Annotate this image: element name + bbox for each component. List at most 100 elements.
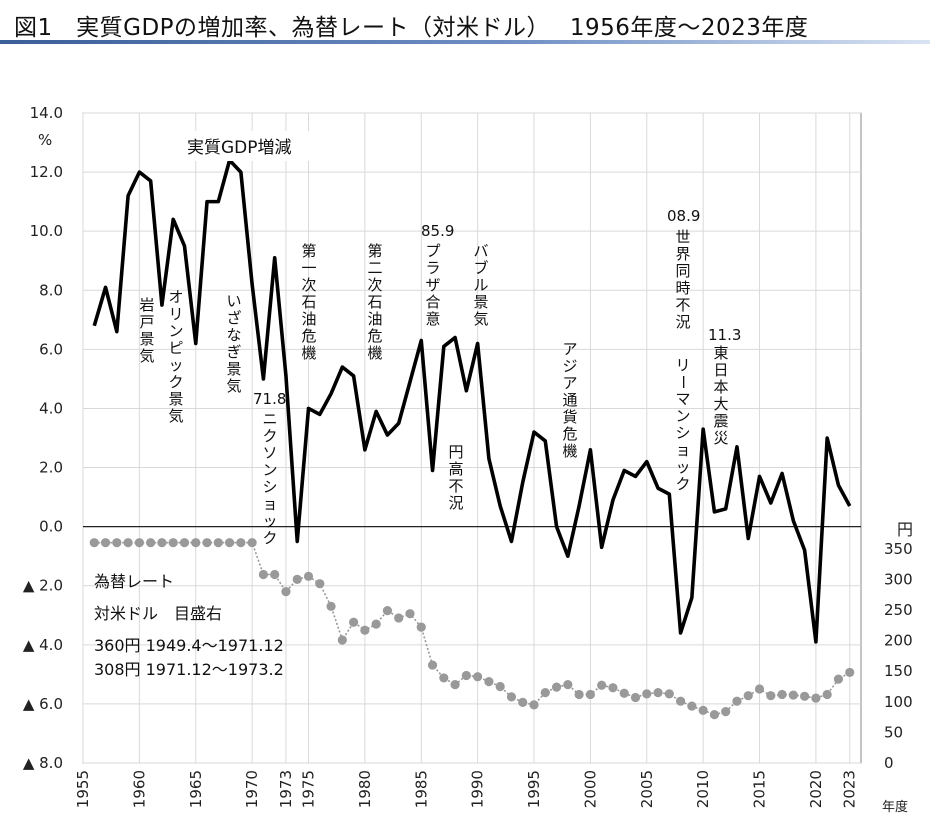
annotation-plaza: 合 <box>425 293 440 311</box>
annotation-iwato: 気 <box>139 347 154 365</box>
annotation-nixon: ク <box>262 529 277 547</box>
gdp-growth-line <box>92 158 852 644</box>
annotation-endaka: 不 <box>448 477 463 495</box>
annotation-asia: 貨 <box>562 408 577 426</box>
annotation-asia: ア <box>562 340 577 358</box>
fx-rate-point <box>698 705 708 715</box>
fx-rate-point <box>270 569 280 580</box>
annotation-oil2: 機 <box>367 344 382 362</box>
annotation-bubble: ル <box>473 276 488 294</box>
annotation-lehman: ー <box>674 374 692 389</box>
right-tick-label: 150 <box>884 662 913 680</box>
fx-rate-point <box>168 538 178 548</box>
x-tick-label: 1985 <box>412 770 430 808</box>
x-tick-label: 2020 <box>807 770 825 808</box>
annotation-lehman: ョ <box>675 441 690 459</box>
fx-rate-point <box>687 701 697 711</box>
fx-rate-point <box>664 689 674 699</box>
fx-rate-point <box>371 619 381 629</box>
annotation-oil2: 第 <box>367 242 382 260</box>
right-axis-unit: 円 <box>897 520 913 539</box>
x-tick-label: 2000 <box>581 770 599 808</box>
annotation-olympic: ピ <box>168 339 183 357</box>
gdp-series-label: 実質GDP増減 <box>187 138 292 158</box>
annotation-iwato: 戸 <box>139 313 154 331</box>
annotation-quake: 本 <box>713 378 728 396</box>
fx-rate-point <box>337 635 347 645</box>
left-tick-label: 8.0 <box>39 281 63 299</box>
right-tick-label: 350 <box>884 540 913 558</box>
fx-rate-point <box>754 684 765 694</box>
fx-rate-point <box>721 706 731 717</box>
annotation-iwato: 岩 <box>139 296 154 314</box>
fx-rate-point <box>427 660 438 670</box>
fx-rate-point <box>811 693 821 703</box>
annotation-bubble: バ <box>473 242 488 260</box>
left-tick-label: ▲ 6.0 <box>23 695 63 713</box>
annotation-quake: 大 <box>713 395 728 413</box>
x-tick-label: 1965 <box>187 770 205 808</box>
right-tick-label: 300 <box>884 570 913 588</box>
fx-note-line2: 対米ドル 目盛右 <box>94 604 222 623</box>
fx-rate-point <box>315 579 325 589</box>
fx-rate-point <box>134 538 144 548</box>
fx-rate-point <box>845 667 855 678</box>
fx-rate-point <box>473 672 483 682</box>
x-tick-label: 2005 <box>638 770 656 808</box>
fx-rate-point <box>394 613 404 623</box>
annotation-olympic: リ <box>168 305 183 323</box>
x-tick-label: 2015 <box>751 770 769 808</box>
fx-rate-point <box>822 689 832 700</box>
annotation-recession: 時 <box>675 279 690 297</box>
x-tick-label: 1990 <box>469 770 487 808</box>
annotation-oil2: 次 <box>367 276 382 294</box>
annotation-olympic: オ <box>168 288 183 306</box>
annotation-olympic: 気 <box>168 407 183 425</box>
annotation-lehman: ク <box>675 475 690 493</box>
fx-rate-point <box>461 670 471 681</box>
annotation-plaza-date: 85.9 <box>421 222 454 240</box>
left-tick-label: 6.0 <box>39 340 63 358</box>
left-tick-label: 14.0 <box>30 104 63 122</box>
gdp-legend-box <box>176 131 326 161</box>
annotation-recession: 不 <box>675 296 690 314</box>
annotation-recession: 同 <box>675 262 690 280</box>
annotation-quake: 東 <box>713 344 728 362</box>
annotation-recession: 世 <box>675 228 690 246</box>
fx-rate-point <box>112 538 122 548</box>
fx-rate-point <box>236 538 246 548</box>
fx-rate-point <box>450 680 460 690</box>
annotation-izanagi: い <box>226 292 241 310</box>
fx-rate-point <box>360 625 370 635</box>
fx-rate-point <box>157 538 167 548</box>
fx-rate-point <box>258 569 269 580</box>
fx-rate-point <box>191 538 201 548</box>
gridlines <box>82 112 861 764</box>
annotation-iwato: 景 <box>139 330 154 348</box>
fx-rate-point <box>484 677 494 687</box>
annotation-lehman: リ <box>675 356 690 374</box>
annotation-nixon: ン <box>262 461 277 479</box>
fx-rate-point <box>653 688 663 698</box>
annotation-asia: 機 <box>562 442 577 460</box>
annotation-nixon: ッ <box>262 512 277 530</box>
annotation-endaka: 況 <box>448 494 463 512</box>
gdp-growth-series <box>92 158 852 644</box>
fx-rate-point <box>766 691 776 701</box>
annotation-oil1: 機 <box>301 344 316 362</box>
left-tick-label: 12.0 <box>30 163 63 181</box>
left-tick-label: ▲ 2.0 <box>23 577 63 595</box>
page-title: 図1 実質GDPの増加率、為替レート（対米ドル） 1956年度～2023年度 <box>14 15 809 41</box>
fx-rate-point <box>709 710 720 720</box>
fx-rate-point <box>349 617 359 627</box>
annotation-lehman: シ <box>675 424 690 442</box>
fx-rate-point <box>675 696 686 706</box>
annotation-plaza: ラ <box>425 259 440 277</box>
annotation-izanagi: ぎ <box>226 343 241 361</box>
x-tick-label: 1960 <box>130 770 148 808</box>
fx-rate-point <box>292 574 302 584</box>
annotation-bubble: 気 <box>473 310 488 328</box>
fx-rate-point <box>743 691 753 701</box>
fx-rate-series <box>89 538 855 720</box>
